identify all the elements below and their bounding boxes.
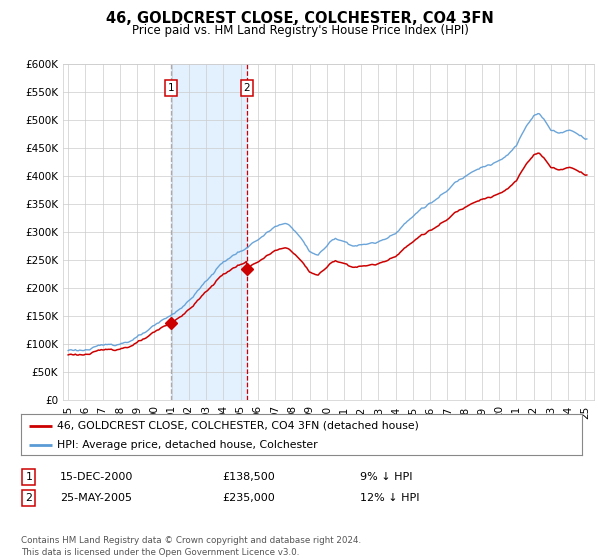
Text: 9% ↓ HPI: 9% ↓ HPI — [360, 472, 413, 482]
Text: 46, GOLDCREST CLOSE, COLCHESTER, CO4 3FN (detached house): 46, GOLDCREST CLOSE, COLCHESTER, CO4 3FN… — [58, 421, 419, 431]
Text: 2: 2 — [244, 83, 250, 93]
Text: 46, GOLDCREST CLOSE, COLCHESTER, CO4 3FN: 46, GOLDCREST CLOSE, COLCHESTER, CO4 3FN — [106, 11, 494, 26]
Text: £235,000: £235,000 — [222, 493, 275, 503]
Text: 12% ↓ HPI: 12% ↓ HPI — [360, 493, 419, 503]
Text: 25-MAY-2005: 25-MAY-2005 — [60, 493, 132, 503]
Text: Contains HM Land Registry data © Crown copyright and database right 2024.
This d: Contains HM Land Registry data © Crown c… — [21, 536, 361, 557]
Text: 1: 1 — [167, 83, 174, 93]
Text: 1: 1 — [25, 472, 32, 482]
Text: 15-DEC-2000: 15-DEC-2000 — [60, 472, 133, 482]
Text: £138,500: £138,500 — [222, 472, 275, 482]
Text: Price paid vs. HM Land Registry's House Price Index (HPI): Price paid vs. HM Land Registry's House … — [131, 24, 469, 36]
Bar — [171, 64, 247, 400]
Text: 2: 2 — [25, 493, 32, 503]
Text: HPI: Average price, detached house, Colchester: HPI: Average price, detached house, Colc… — [58, 440, 318, 450]
